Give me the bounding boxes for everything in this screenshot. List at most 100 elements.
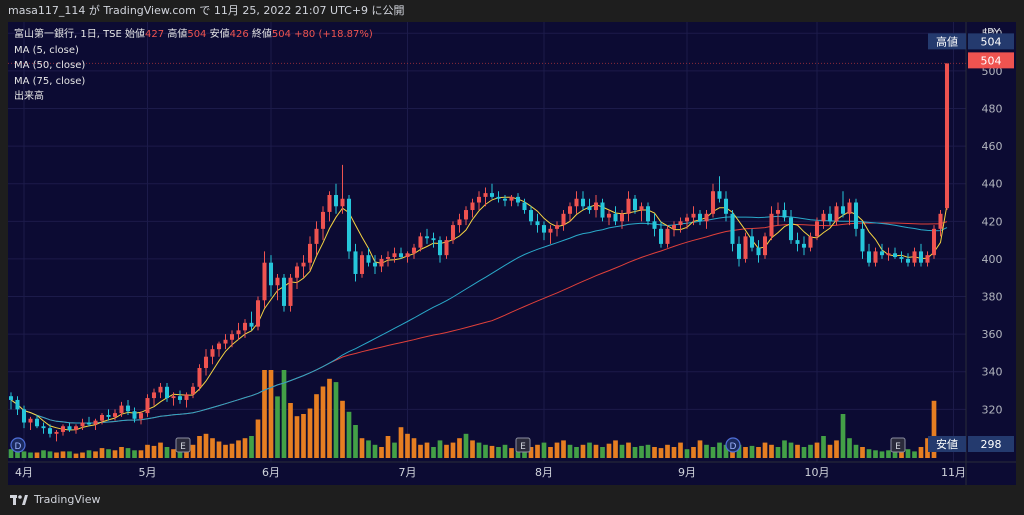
candle-body bbox=[502, 198, 508, 201]
volume-bar bbox=[665, 444, 670, 458]
volume-bar bbox=[418, 444, 423, 458]
close-value: 504 bbox=[271, 29, 291, 40]
candle-body bbox=[86, 422, 92, 425]
candle-body bbox=[8, 396, 14, 400]
candle-body bbox=[138, 413, 144, 419]
volume-bar bbox=[229, 443, 235, 458]
volume-bar bbox=[41, 450, 46, 458]
volume-bar bbox=[593, 444, 599, 458]
candle-body bbox=[730, 213, 735, 244]
volume-bar bbox=[873, 450, 878, 458]
volume-bar bbox=[73, 453, 79, 458]
volume-bar bbox=[80, 452, 85, 458]
volume-legend[interactable]: 出来高 bbox=[14, 91, 44, 102]
marker-shape bbox=[175, 437, 191, 453]
volume-bar bbox=[782, 440, 787, 458]
candle-body bbox=[548, 228, 553, 233]
y-tick-label: 400 bbox=[982, 253, 1003, 266]
x-tick-label: 9月 bbox=[678, 466, 696, 479]
candle-body bbox=[931, 228, 937, 256]
candle-body bbox=[476, 196, 482, 203]
open-value: 427 bbox=[145, 29, 165, 40]
candle-body bbox=[424, 236, 430, 239]
marker-label: E bbox=[520, 442, 526, 452]
volume-bar bbox=[489, 445, 495, 458]
candle-body bbox=[925, 255, 930, 263]
volume-bar bbox=[457, 438, 462, 458]
candle-body bbox=[184, 394, 189, 400]
volume-bar bbox=[801, 447, 807, 458]
candle-body bbox=[600, 202, 605, 218]
x-tick-label: 7月 bbox=[399, 466, 417, 479]
ma75-legend[interactable]: MA (75, close) bbox=[14, 75, 86, 87]
candle-body bbox=[470, 202, 475, 211]
candle-body bbox=[28, 418, 33, 423]
volume-bar bbox=[164, 447, 170, 458]
earnings-marker[interactable]: E bbox=[515, 437, 531, 453]
candle-body bbox=[379, 258, 384, 267]
volume-bar bbox=[301, 414, 306, 458]
candle-body bbox=[938, 213, 943, 229]
volume-bar bbox=[853, 444, 859, 458]
candle-body bbox=[418, 236, 423, 248]
volume-bar bbox=[632, 447, 638, 458]
volume-bar bbox=[749, 445, 755, 458]
symbol-legend-row[interactable]: 富山第一銀行, 1日, TSE 始値427 高値504 安値426 終値504 … bbox=[14, 27, 373, 43]
candle-body bbox=[431, 238, 436, 241]
dividend-marker[interactable]: D bbox=[10, 437, 26, 453]
tag-label-bg bbox=[928, 33, 966, 50]
volume-bar bbox=[684, 449, 690, 458]
marker-shape bbox=[725, 437, 741, 453]
high-label: 高値 bbox=[167, 29, 188, 40]
chart-area[interactable]: 320340360380400420440460480500520JPY4月5月… bbox=[8, 22, 1016, 485]
volume-bar bbox=[613, 440, 618, 458]
candle-body bbox=[899, 257, 904, 259]
candle-body bbox=[775, 210, 781, 214]
volume-bar bbox=[379, 447, 384, 458]
ma5-legend[interactable]: MA (5, close) bbox=[14, 44, 79, 56]
candle-body bbox=[587, 206, 592, 211]
volume-bar bbox=[138, 450, 144, 458]
candle-body bbox=[405, 253, 410, 258]
volume-bar bbox=[639, 445, 644, 458]
ma50-legend[interactable]: MA (50, close) bbox=[14, 60, 86, 71]
candle-body bbox=[749, 236, 755, 248]
candle-body bbox=[21, 409, 27, 423]
marker-label: D bbox=[730, 442, 737, 452]
y-tick-label: 460 bbox=[982, 140, 1003, 153]
publish-header: masa117_114 が TradingView.com で 11月 25, … bbox=[0, 0, 1024, 22]
candle-body bbox=[242, 322, 248, 331]
volume-bar bbox=[808, 444, 813, 458]
earnings-marker[interactable]: E bbox=[175, 437, 191, 453]
candle-body bbox=[717, 191, 722, 199]
candle-body bbox=[301, 262, 306, 267]
volume-bar bbox=[918, 447, 924, 458]
volume-bar bbox=[931, 400, 937, 458]
dividend-marker[interactable]: D bbox=[725, 437, 741, 453]
tradingview-brand[interactable]: TradingView bbox=[10, 493, 100, 506]
candle-body bbox=[353, 251, 358, 274]
volume-bar bbox=[697, 440, 703, 458]
candle-body bbox=[268, 262, 274, 286]
candle-body bbox=[359, 255, 365, 274]
candle-body bbox=[710, 191, 716, 214]
candle-body bbox=[860, 228, 865, 252]
volume-bars bbox=[8, 370, 937, 458]
volume-bar bbox=[626, 442, 631, 458]
chart-legend: 富山第一銀行, 1日, TSE 始値427 高値504 安値426 終値504 … bbox=[14, 27, 373, 105]
volume-bar bbox=[671, 447, 677, 458]
candlestick-chart[interactable]: 320340360380400420440460480500520JPY4月5月… bbox=[8, 22, 1016, 485]
grid-lines bbox=[8, 22, 966, 462]
high-value: 504 bbox=[187, 29, 207, 40]
marker-label: D bbox=[15, 442, 22, 452]
volume-bar bbox=[775, 447, 781, 458]
tag-value-bg bbox=[968, 33, 1014, 50]
open-label: 始値 bbox=[125, 29, 146, 40]
earnings-marker[interactable]: E bbox=[890, 437, 906, 453]
x-tick-label: 8月 bbox=[535, 466, 553, 479]
volume-bar bbox=[483, 444, 488, 458]
volume-bar bbox=[509, 448, 514, 458]
candle-body bbox=[847, 202, 852, 214]
volume-bar bbox=[821, 436, 826, 458]
volume-bar bbox=[470, 440, 475, 458]
